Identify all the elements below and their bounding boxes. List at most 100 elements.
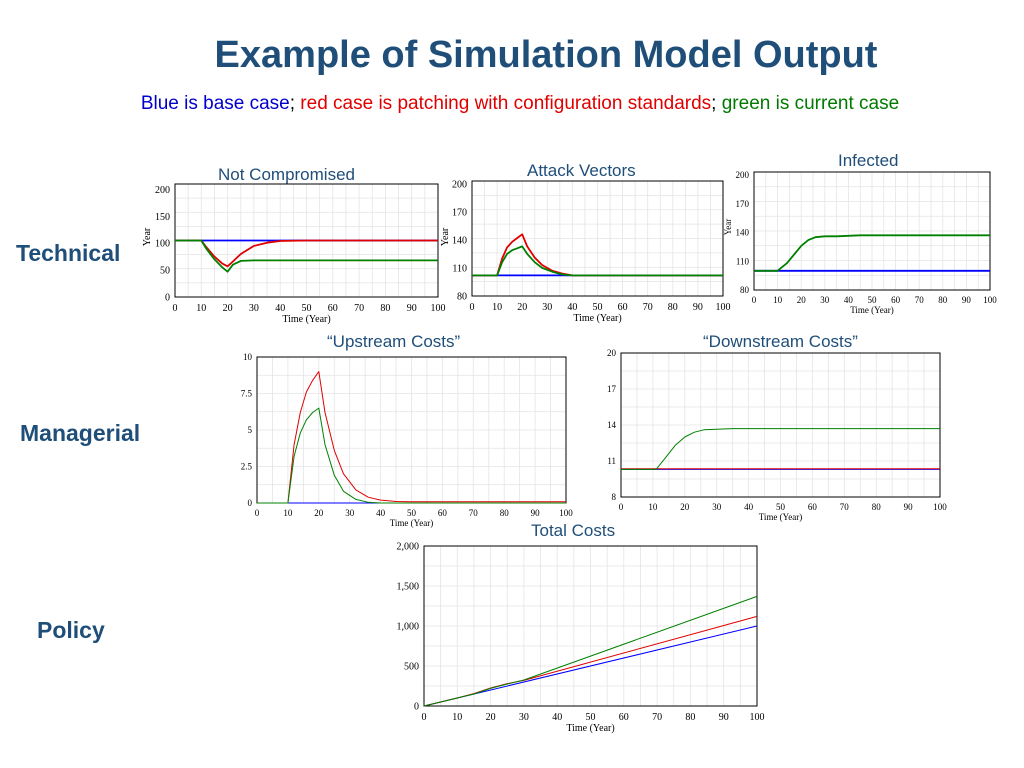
x-tick-label: 40 (376, 508, 386, 518)
subtitle-separator: ; (289, 93, 296, 114)
y-axis-label: Year (723, 219, 733, 236)
x-tick-label: 100 (750, 712, 765, 723)
y-tick-label: 140 (736, 228, 750, 238)
chart-total-costs: 0 10 20 30 40 50 60 70 80 90 100 0 500 1,000 1,500 2,00… (397, 542, 765, 735)
x-tick-label: 70 (354, 303, 364, 314)
x-tick-label: 90 (962, 295, 972, 305)
slide-title: Example of Simulation Model Output (214, 34, 878, 76)
y-tick-label: 2,000 (397, 542, 420, 553)
x-tick-label: 60 (891, 295, 901, 305)
x-tick-label: 90 (904, 502, 914, 512)
y-tick-label: 20 (607, 348, 617, 358)
x-tick-label: 80 (872, 502, 882, 512)
x-tick-label: 80 (380, 303, 390, 314)
x-tick-label: 10 (648, 502, 658, 512)
x-tick-label: 50 (776, 502, 786, 512)
series-line-1 (754, 234, 990, 272)
y-tick-label: 1,000 (397, 622, 420, 633)
series-line-2 (175, 239, 438, 273)
x-tick-label: 100 (559, 508, 573, 518)
subtitle-green-case: green is current case (716, 93, 900, 114)
x-tick-label: 90 (407, 303, 417, 314)
chart-title-infected: Infected (838, 151, 899, 170)
x-tick-label: 70 (915, 295, 925, 305)
y-tick-label: 1,500 (397, 582, 420, 593)
x-tick-label: 10 (773, 295, 783, 305)
y-tick-label: 50 (160, 266, 170, 277)
x-tick-label: 20 (797, 295, 807, 305)
x-tick-label: 10 (452, 712, 462, 723)
x-tick-label: 0 (422, 712, 427, 723)
series-line-2 (423, 595, 758, 707)
x-tick-label: 80 (500, 508, 510, 518)
chart-infected: 0 10 20 30 40 50 60 70 80 90 100 80 110 140 170 200 Time… (723, 170, 997, 315)
x-tick-label: 100 (983, 295, 997, 305)
slide-subtitle: Blue is base case; red case is patching … (0, 93, 1024, 115)
x-tick-label: 40 (567, 302, 577, 313)
y-tick-label: 5 (248, 425, 253, 435)
x-tick-label: 0 (173, 303, 178, 314)
x-tick-label: 60 (619, 712, 629, 723)
x-tick-label: 90 (531, 508, 541, 518)
x-axis-label: Time (Year) (282, 314, 330, 325)
y-tick-label: 200 (155, 185, 170, 196)
x-axis-label: Time (Year) (573, 313, 621, 324)
y-tick-label: 0 (248, 498, 253, 508)
row-label-policy: Policy (37, 617, 105, 643)
x-tick-label: 70 (840, 502, 850, 512)
y-tick-label: 0 (414, 702, 419, 713)
y-tick-label: 0 (165, 293, 170, 304)
y-tick-label: 2.5 (241, 462, 253, 472)
x-tick-label: 80 (685, 712, 695, 723)
series-line-2 (621, 428, 940, 470)
subtitle-red-case: red case is patching with configuration … (295, 93, 712, 114)
x-tick-label: 70 (469, 508, 479, 518)
chart-attack-vectors: 0 10 20 30 40 50 60 70 80 90 100 80 110 140 170 200 Time… (440, 179, 731, 324)
x-tick-label: 60 (618, 302, 628, 313)
plot-frame (753, 171, 991, 291)
chart-title-not-compromised: Not Compromised (218, 165, 355, 184)
plot-frame (471, 180, 724, 297)
x-tick-label: 60 (808, 502, 818, 512)
y-tick-label: 14 (607, 420, 617, 430)
y-tick-label: 110 (736, 256, 750, 266)
y-tick-label: 80 (457, 292, 467, 303)
x-tick-label: 80 (938, 295, 948, 305)
x-axis-label: Time (Year) (759, 512, 803, 522)
x-tick-label: 100 (933, 502, 947, 512)
x-tick-label: 20 (314, 508, 324, 518)
x-axis-label: Time (Year) (566, 723, 614, 734)
x-tick-label: 80 (668, 302, 678, 313)
x-tick-label: 20 (517, 302, 527, 313)
y-tick-label: 10 (243, 352, 253, 362)
x-tick-label: 50 (586, 712, 596, 723)
x-tick-label: 30 (345, 508, 355, 518)
chart-downstream-costs: 0 10 20 30 40 50 60 70 80 90 100 8 11 14 17 20 Time (Yea… (607, 348, 947, 522)
y-tick-label: 200 (452, 179, 467, 190)
series-line-2 (257, 407, 566, 504)
chart-not-compromised: 0 10 20 30 40 50 60 70 80 90 100 0 50 100 150 200 Time (… (142, 183, 446, 325)
y-tick-label: 150 (155, 212, 170, 223)
series-line-2 (472, 245, 723, 277)
x-tick-label: 70 (652, 712, 662, 723)
x-tick-label: 30 (249, 303, 259, 314)
x-tick-label: 40 (275, 303, 285, 314)
x-tick-label: 20 (680, 502, 690, 512)
chart-title-attack-vectors: Attack Vectors (527, 161, 636, 180)
x-axis-label: Time (Year) (850, 305, 894, 315)
x-tick-label: 0 (619, 502, 624, 512)
y-axis-label: Year (440, 227, 451, 246)
x-tick-label: 0 (255, 508, 260, 518)
x-tick-label: 10 (283, 508, 293, 518)
x-tick-label: 100 (431, 303, 446, 314)
y-tick-label: 170 (736, 199, 750, 209)
x-tick-label: 60 (328, 303, 338, 314)
x-tick-label: 40 (844, 295, 854, 305)
x-tick-label: 50 (593, 302, 603, 313)
y-tick-label: 11 (607, 456, 616, 466)
x-tick-label: 20 (486, 712, 496, 723)
x-tick-label: 20 (223, 303, 233, 314)
x-tick-label: 0 (470, 302, 475, 313)
x-tick-label: 10 (492, 302, 502, 313)
